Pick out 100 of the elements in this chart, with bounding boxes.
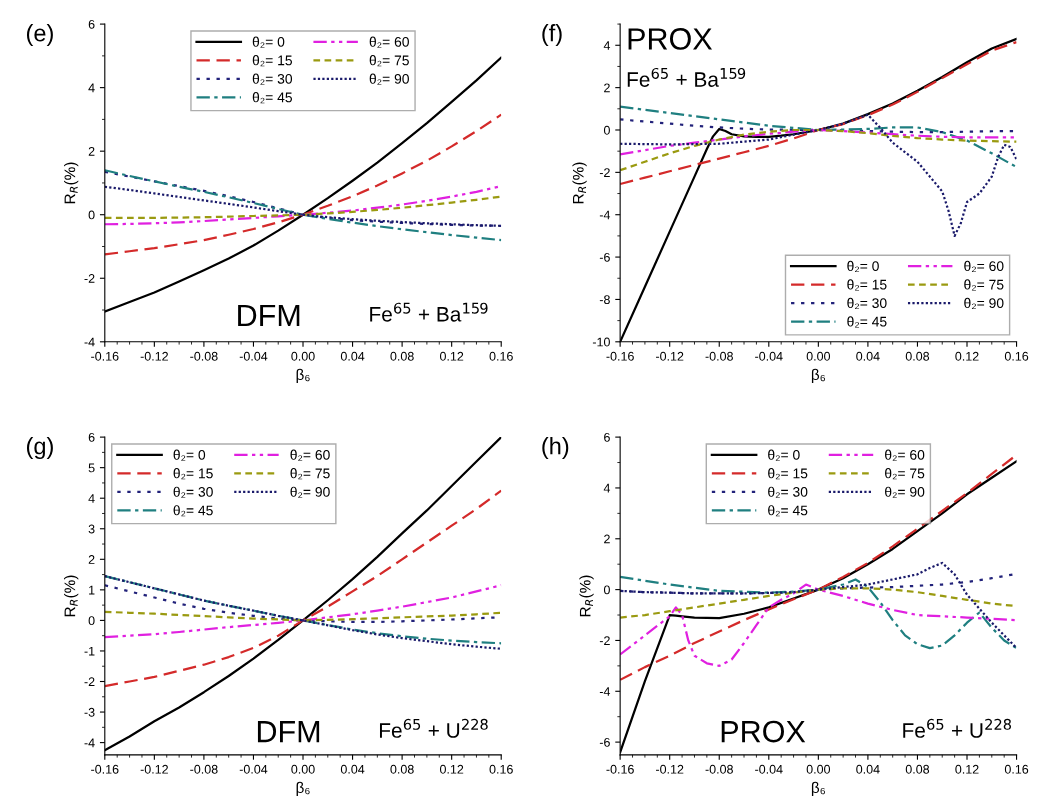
legend-label: θ₂= 75 — [369, 55, 409, 67]
y-tick-label: -2 — [599, 636, 610, 645]
legend-label: θ₂= 90 — [885, 486, 925, 498]
y-tick-label: -2 — [84, 677, 95, 687]
legend-label: θ₂= 30 — [252, 73, 293, 85]
legend-label: θ₂= 75 — [964, 279, 1004, 291]
x-tick-label: 0.04 — [856, 764, 880, 774]
x-tick-label: 0.00 — [291, 764, 315, 774]
annotation: Fe$^{65}$ + Ba$^{159}$ — [370, 302, 488, 322]
x-tick-label: -0.04 — [239, 351, 268, 361]
x-tick-label: -0.16 — [91, 351, 119, 361]
x-tick-label: 0.12 — [439, 351, 464, 361]
y-tick-label: -8 — [599, 295, 610, 305]
legend-label: θ₂= 60 — [885, 449, 925, 461]
y-tick-label: 4 — [603, 41, 611, 50]
y-tick-label: 2 — [88, 146, 95, 156]
y-tick-label: 4 — [88, 494, 95, 503]
y-tick-label: 6 — [604, 432, 610, 442]
y-tick-label: 4 — [603, 483, 611, 493]
y-tick-label: -2 — [84, 274, 95, 283]
x-axis-title: β₆ — [811, 781, 825, 796]
y-tick-label: 4 — [88, 83, 95, 93]
y-tick-label: 0 — [603, 125, 610, 135]
annotation: Fe$^{65}$ + Ba$^{159}$ — [627, 67, 746, 87]
legend-label: θ₂= 15 — [252, 55, 293, 67]
x-axis-title: β₆ — [296, 368, 310, 383]
y-axis-title: R$_{R}$(%) — [572, 162, 587, 204]
legend-label: θ₂= 0 — [173, 449, 206, 461]
x-tick-label: -0.12 — [140, 351, 168, 361]
legend-label: θ₂= 45 — [252, 92, 293, 104]
text: (g) — [26, 437, 53, 460]
x-tick-label: 0.08 — [905, 764, 930, 774]
x-tick-label: -0.12 — [656, 764, 684, 774]
legend-label: θ₂= 15 — [768, 468, 808, 480]
x-tick-label: -0.08 — [190, 351, 218, 361]
x-tick-label: 0.16 — [1004, 351, 1029, 361]
x-tick-label: 0.00 — [291, 351, 315, 361]
y-tick-label: 2 — [604, 83, 610, 93]
legend-label: θ₂= 30 — [768, 486, 808, 498]
y-axis-title: R$_{R}$(%) — [579, 575, 594, 617]
y-tick-label: 6 — [88, 19, 95, 29]
annotation: DFM — [257, 721, 320, 743]
y-tick-label: -4 — [599, 687, 611, 696]
y-tick-label: 0 — [88, 616, 95, 626]
legend-label: θ₂= 75 — [885, 468, 925, 480]
x-tick-label: 0.08 — [905, 351, 930, 361]
y-tick-label: 6 — [88, 432, 95, 442]
x-tick-label: -0.12 — [656, 351, 684, 361]
x-tick-label: -0.08 — [705, 764, 733, 774]
legend-label: θ₂= 0 — [768, 449, 800, 461]
x-tick-label: 0.00 — [806, 351, 831, 361]
legend-label: θ₂= 75 — [290, 468, 330, 480]
annotation: Fe$^{65}$ + U$^{228}$ — [903, 718, 1012, 738]
y-tick-label: -4 — [599, 210, 611, 220]
y-tick-label: -4 — [84, 337, 95, 347]
x-tick-label: 0.08 — [390, 351, 414, 361]
legend-label: θ₂= 0 — [252, 36, 285, 48]
x-tick-label: -0.16 — [606, 351, 634, 361]
x-tick-label: 0.16 — [1004, 764, 1029, 774]
y-tick-label: 2 — [604, 534, 610, 544]
legend-label: θ₂= 90 — [964, 297, 1004, 310]
legend-label: θ₂= 45 — [847, 316, 887, 328]
y-tick-label: 1 — [89, 585, 95, 595]
legend-label: θ₂= 60 — [964, 260, 1004, 273]
text: (h) — [542, 437, 569, 460]
y-tick-label: 0 — [88, 210, 95, 220]
y-tick-label: -4 — [84, 738, 95, 748]
legend-label: θ₂= 90 — [290, 486, 330, 498]
y-tick-label: 0 — [603, 585, 610, 595]
x-tick-label: 0.04 — [856, 351, 880, 361]
y-tick-label: -10 — [592, 337, 610, 347]
y-tick-label: -1 — [84, 646, 95, 656]
x-tick-label: -0.16 — [91, 764, 119, 774]
y-tick-label: 3 — [88, 524, 95, 534]
x-axis-title: β₆ — [811, 368, 825, 383]
text: (e) — [26, 24, 53, 47]
x-tick-label: 0.12 — [439, 764, 464, 774]
legend-label: θ₂= 30 — [173, 486, 213, 498]
y-tick-label: 2 — [88, 555, 95, 564]
legend-label: θ₂= 60 — [369, 36, 409, 48]
legend-label: θ₂= 15 — [847, 279, 887, 291]
legend-label: θ₂= 90 — [369, 73, 409, 85]
x-tick-label: -0.04 — [755, 351, 783, 361]
annotation: PROX — [628, 28, 713, 50]
y-axis-title: R$_{R}$(%) — [64, 575, 79, 617]
legend-label: θ₂= 45 — [173, 505, 213, 517]
x-tick-label: 0.16 — [489, 351, 513, 361]
legend-label: θ₂= 60 — [290, 449, 330, 461]
y-tick-label: -6 — [599, 252, 610, 262]
y-axis-title: R$_{R}$(%) — [64, 162, 79, 204]
x-tick-label: -0.12 — [140, 764, 168, 774]
x-tick-label: 0.12 — [955, 351, 979, 361]
x-tick-label: 0.04 — [340, 351, 365, 361]
legend-label: θ₂= 45 — [768, 505, 808, 517]
annotation: DFM — [238, 304, 300, 326]
legend-label: θ₂= 30 — [847, 297, 887, 310]
x-tick-label: -0.16 — [606, 764, 634, 774]
y-tick-label: 5 — [88, 463, 95, 473]
legend-label: θ₂= 15 — [173, 468, 213, 480]
x-tick-label: -0.08 — [190, 764, 218, 774]
